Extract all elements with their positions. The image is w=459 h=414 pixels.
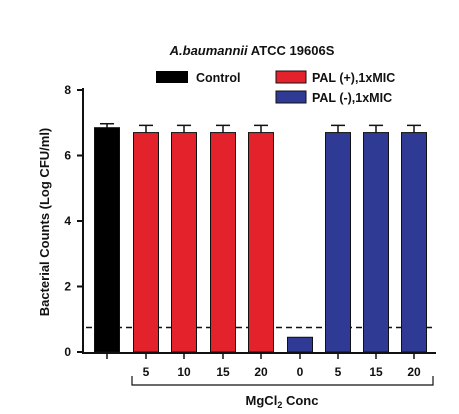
legend-label-pal-plus: PAL (+),1xMIC [312,71,395,85]
bar [401,132,427,353]
x-tick-label: 15 [216,365,230,379]
bar [325,132,351,353]
x-tick-label: 20 [254,365,268,379]
x-axis-bracket [131,376,434,386]
x-tick-label: 5 [335,365,342,379]
legend-label-control: Control [196,71,240,85]
y-tick-label: 8 [64,83,71,97]
y-tick-label: 4 [64,214,71,228]
x-axis-tick-labels: 5 10 15 20 0 5 15 20 [82,352,436,379]
x-tick-label: 5 [143,365,150,379]
y-tick-label: 6 [64,149,71,163]
y-axis-ticks: 0 2 4 6 8 [64,83,83,359]
legend-swatch-pal-plus [275,70,307,84]
legend-swatch-control [156,71,188,83]
x-tick-label: 10 [177,365,191,379]
x-axis-label-sub: 2 [277,400,282,410]
x-axis-label-main: MgCl [246,393,278,408]
bar [171,132,197,353]
x-tick-label: 20 [407,365,421,379]
bar [210,132,236,353]
y-tick-label: 2 [64,280,71,294]
legend-label-pal-minus: PAL (-),1xMIC [312,91,392,105]
bar [287,336,313,353]
chart-title-species: A.baumannii [169,43,248,58]
x-tick-label: 0 [297,365,304,379]
bar [248,132,274,353]
bar [94,127,120,353]
x-axis-label-tail: Conc [282,393,318,408]
chart-title-strain: ATCC 19606S [248,43,335,58]
x-axis-label: MgCl2 Conc [246,393,319,410]
legend-swatch-pal-minus [275,90,307,104]
bars-group [94,122,427,353]
y-axis-label: Bacterial Counts (Log CFU/ml) [37,128,52,317]
legend: Control PAL (+),1xMIC PAL (-),1xMIC [156,70,395,105]
bar [363,132,389,353]
bar [133,132,159,353]
x-tick-label: 15 [369,365,383,379]
chart-title: A.baumannii ATCC 19606S [169,43,335,58]
y-tick-label: 0 [64,345,71,359]
